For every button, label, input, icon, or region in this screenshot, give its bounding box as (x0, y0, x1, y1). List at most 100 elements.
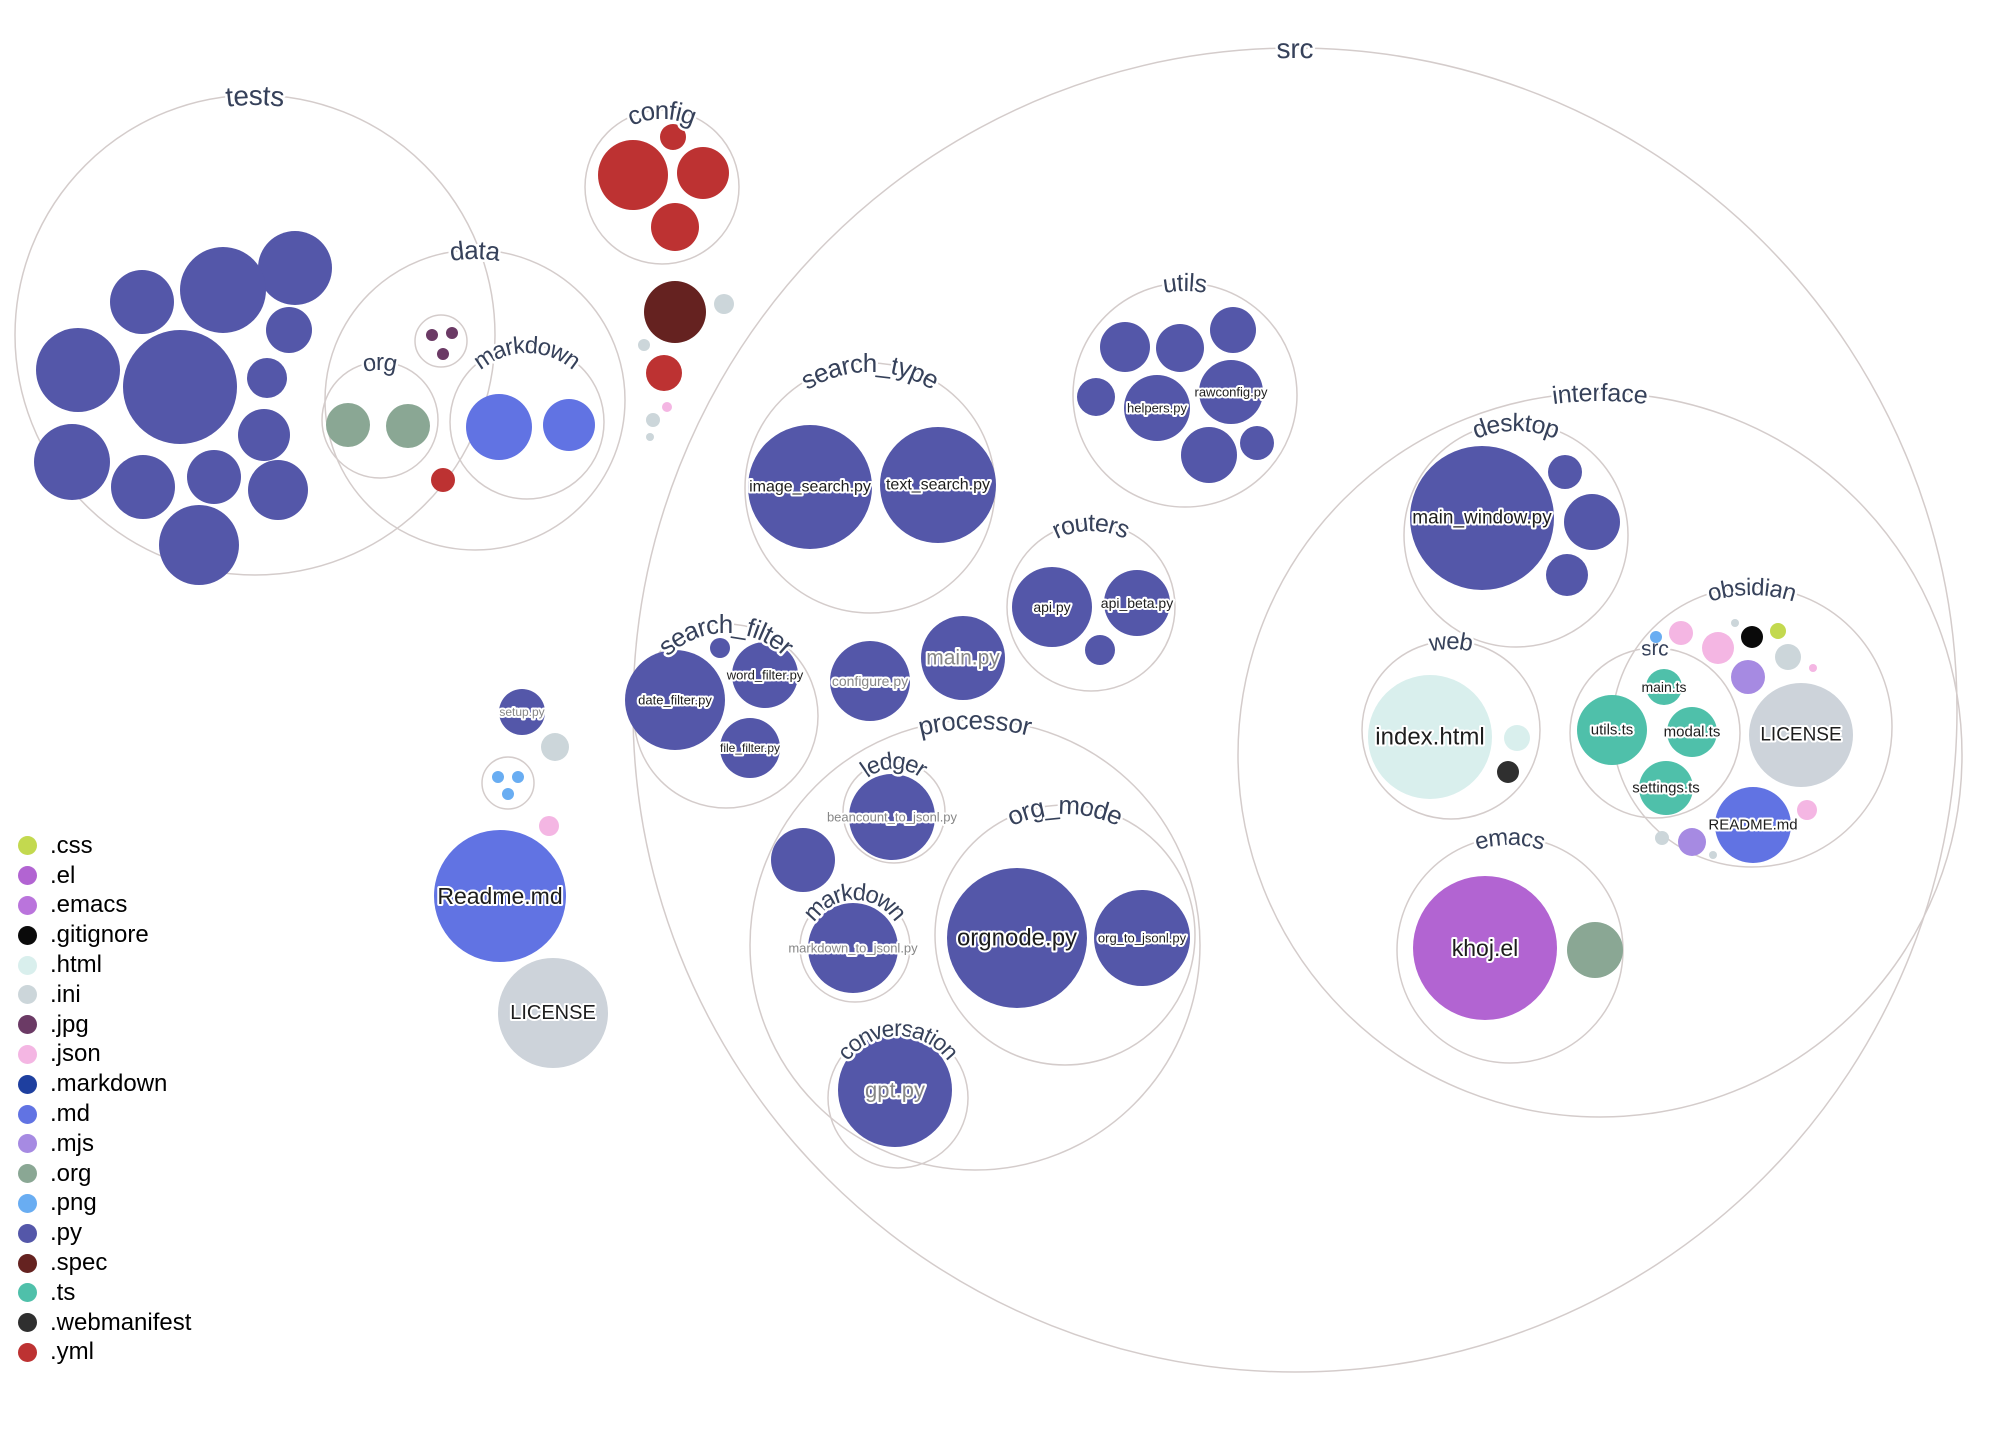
legend-swatch-jpg-icon (18, 1015, 37, 1035)
dir-label-utils: utils (1161, 269, 1209, 299)
file-circle-modal.ts (1667, 707, 1717, 757)
file-circle-json-file (1669, 621, 1693, 645)
dir-circle-routers (1006, 522, 1176, 692)
file-circle-py-file (238, 409, 290, 461)
legend-label-yml: .yml (50, 1338, 94, 1366)
legend-item-py: .py (18, 1218, 191, 1248)
dir-circle-conversation (827, 1027, 969, 1169)
file-label-gpt.py: gpt.py (865, 1078, 925, 1103)
file-label-markdown_to_jsonl.py: markdown_to_jsonl.py (788, 941, 918, 956)
dir-label-obsidian: obsidian (1704, 573, 1799, 607)
legend-swatch-html-icon (18, 955, 37, 975)
legend-item-emacs: .emacs (18, 891, 191, 921)
dir-label-processor: processor (915, 705, 1035, 742)
legend-item-png: .png (18, 1189, 191, 1219)
file-label-LICENSE: LICENSE (510, 1002, 596, 1024)
file-circle-yml-file (651, 203, 699, 251)
legend-swatch-md-icon (18, 1104, 37, 1124)
dir-label-interface: interface (1551, 379, 1650, 410)
file-circle-org-file (1567, 922, 1623, 978)
dir-circle-data (324, 249, 626, 551)
legend-label-json: .json (50, 1040, 101, 1068)
file-circle-markdown_to_jsonl.py (808, 903, 898, 993)
file-circle-py-file (180, 247, 266, 333)
file-circle-ini-file (714, 294, 734, 314)
file-label-main_window.py: main_window.py (1412, 508, 1552, 529)
file-circle-settings.ts (1639, 761, 1693, 815)
dir-label-src: src (1276, 32, 1314, 63)
file-label-setup.py: setup.py (499, 705, 544, 719)
legend-item-css: .css (18, 831, 191, 861)
dir-circle-web (1361, 640, 1541, 820)
legend-label-html: .html (50, 951, 103, 979)
file-circle-py-file (1548, 455, 1582, 489)
legend-label-css: .css (50, 831, 93, 859)
file-circle-jpg-file (426, 329, 438, 341)
legend-item-gitignore: .gitignore (18, 920, 191, 950)
file-circle-LICENSE (1749, 683, 1853, 787)
legend-label-spec: .spec (50, 1249, 108, 1277)
file-circle-py-file (248, 460, 308, 520)
dir-circle-org (321, 361, 439, 479)
file-label-org_to_jsonl.py: org_to_jsonl.py (1098, 931, 1187, 946)
dir-circle-markdown (799, 891, 911, 1003)
legend-swatch-mjs-icon (18, 1134, 37, 1154)
file-circle-main.py (921, 616, 1005, 700)
file-label-date_filter.py: date_filter.py (638, 693, 712, 708)
legend-item-jpg: .jpg (18, 1010, 191, 1040)
file-circle-json-file (1797, 800, 1817, 820)
legend-swatch-ts-icon (18, 1283, 37, 1303)
file-label-index.html: index.html (1375, 724, 1484, 751)
legend-swatch-json-icon (18, 1044, 37, 1064)
file-circle-date_filter.py (625, 650, 725, 750)
file-circle-main_window.py (1410, 446, 1554, 590)
file-circle-LICENSE (498, 958, 608, 1068)
legend-label-mjs: .mjs (50, 1129, 94, 1157)
legend-label-ini: .ini (50, 980, 81, 1008)
file-circle-png-file (492, 771, 504, 783)
file-label-image_search.py: image_search.py (749, 479, 871, 496)
file-circle-json-file (1702, 632, 1734, 664)
file-circle-py-file (258, 231, 332, 305)
legend-item-spec: .spec (18, 1248, 191, 1278)
file-circle-helpers.py (1124, 375, 1190, 441)
legend-swatch-emacs-icon (18, 895, 37, 915)
legend-item-markdown: .markdown (18, 1069, 191, 1099)
file-label-orgnode.py: orgnode.py (957, 925, 1077, 952)
file-circle-yml-file (660, 124, 686, 150)
file-label-beancount_to_jsonl.py: beancount_to_jsonl.py (827, 810, 958, 825)
file-circle-py-file (1210, 307, 1256, 353)
file-label-configure.py: configure.py (832, 673, 908, 689)
dir-circle-desktop (1403, 422, 1629, 648)
file-circle-py-file (1240, 426, 1274, 460)
dir-label-desktop: desktop (1469, 409, 1564, 445)
file-circle-py-file (1564, 494, 1620, 550)
file-label-helpers.py: helpers.py (1127, 401, 1187, 416)
file-circle-py-file (111, 455, 175, 519)
file-circle-py-file (34, 424, 110, 500)
file-circle-Readme.md (434, 830, 566, 962)
file-circle-README.md (1715, 787, 1791, 863)
file-circle-api_beta.py (1104, 570, 1170, 636)
file-circle-org-file (386, 404, 430, 448)
file-circle-py-file (1100, 322, 1150, 372)
file-label-utils.ts: utils.ts (1591, 722, 1634, 739)
dir-circle-unnamed (481, 756, 535, 810)
legend-swatch-yml-icon (18, 1342, 37, 1362)
file-circle-word_filter.py (732, 642, 798, 708)
file-circle-org_to_jsonl.py (1094, 890, 1190, 986)
legend-item-ts: .ts (18, 1278, 191, 1308)
legend-item-md: .md (18, 1099, 191, 1129)
dir-circle-interface (1237, 392, 1963, 1118)
file-circle-gpt.py (838, 1033, 952, 1147)
file-circle-image_search.py (748, 425, 872, 549)
legend-label-org: .org (50, 1159, 92, 1187)
file-circle-index.html (1368, 675, 1492, 799)
dir-circle-config (584, 109, 740, 265)
dir-circle-src (1569, 647, 1741, 819)
legend-item-json: .json (18, 1040, 191, 1070)
file-circle-yml-file (646, 355, 682, 391)
dir-circle-unnamed (414, 314, 468, 368)
file-circle-ini-file (1775, 644, 1801, 670)
dir-label-markdown: markdown (468, 331, 586, 375)
